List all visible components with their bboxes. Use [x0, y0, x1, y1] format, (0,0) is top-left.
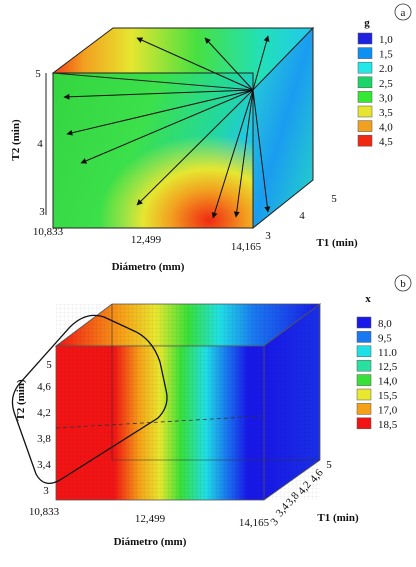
arrow — [211, 89, 254, 219]
panel-b-badge — [394, 274, 412, 292]
panel-b-y-tick: 3,4 — [37, 459, 51, 471]
legend-entries: 8,0 9,5 11.0 12,5 14,0 15,5 17,0 18,5 — [356, 316, 398, 431]
panel-a-arrows — [63, 35, 271, 219]
legend-label: 4,5 — [379, 136, 393, 148]
legend-label: 12,5 — [378, 361, 398, 373]
arrow — [252, 89, 271, 213]
legend-label: 17,0 — [378, 404, 398, 416]
panel-a-x-tick: 12,499 — [131, 234, 162, 246]
panel-b-legend: x 8,0 9,5 11.0 12,5 14,0 15,5 17,0 18,5 — [356, 293, 398, 431]
panel-b-x-tick: 14,165 — [239, 517, 270, 529]
legend-swatch — [357, 105, 373, 118]
panel-a-x-tick: 14,165 — [231, 241, 262, 253]
legend-label: 1,0 — [379, 34, 393, 46]
legend-label: 3,0 — [379, 92, 393, 104]
arrow — [252, 35, 270, 91]
arrow — [233, 89, 254, 218]
panel-b-y-tick: 4,6 — [37, 381, 51, 393]
legend-swatch — [356, 359, 372, 372]
panel-b-y-tick: 4,2 — [37, 407, 51, 419]
panel-a-y-tick: 3 — [39, 206, 45, 218]
legend-swatch — [356, 316, 372, 329]
panel-a-z-tick: 4 — [299, 210, 305, 222]
panel-a-y-tick: 5 — [35, 68, 41, 80]
arrow — [66, 89, 254, 136]
panel-b-y-label: T2 (min) — [15, 379, 27, 421]
legend-swatch — [357, 120, 373, 132]
panel-b-z-label: T1 (min) — [317, 512, 359, 524]
legend-swatch — [356, 388, 372, 401]
legend-title: x — [365, 293, 371, 305]
legend-label: 9,5 — [378, 332, 392, 344]
panel-b-front-face — [55, 345, 265, 501]
legend-swatch — [357, 91, 373, 103]
legend-label: 4,0 — [379, 122, 393, 134]
legend-swatch — [356, 345, 372, 358]
panel-b-label: b — [400, 278, 406, 290]
panel-b-y-tick: 3,8 — [37, 433, 51, 445]
legend-label: 2.0 — [379, 63, 393, 75]
panel-a-y-tick: 4 — [37, 138, 43, 150]
legend-swatch — [356, 403, 372, 415]
panel-b-x-label: Diámetro (mm) — [114, 536, 187, 548]
arrow — [63, 89, 254, 100]
legend-label: 14,0 — [378, 376, 398, 388]
legend-label: 8,0 — [378, 318, 392, 330]
legend-swatch — [356, 331, 372, 343]
panel-b-z-tick: 4,2 — [296, 479, 314, 497]
legend-entries: 1,0 1,5 2.0 2,5 3,0 3,5 4,0 4,5 — [357, 32, 393, 148]
arrow — [136, 37, 254, 91]
legend-swatch — [357, 61, 373, 74]
legend-label: 2,5 — [379, 78, 393, 90]
panel-a-legend: g 1,0 1,5 2.0 2,5 3,0 3,5 4,0 4,5 — [357, 17, 393, 148]
legend-label: 18,5 — [378, 419, 398, 431]
panel-a-edge — [52, 72, 254, 91]
panel-a-label: a — [401, 7, 406, 19]
panel-b-z-tick: 5 — [326, 459, 332, 471]
legend-title: g — [364, 17, 370, 29]
legend-swatch — [357, 134, 373, 147]
panel-b-x-tick: 10,833 — [29, 506, 60, 518]
legend-label: 3,5 — [379, 107, 393, 119]
panel-b-y-tick: 5 — [46, 359, 52, 371]
panel-b-y-tick: 3 — [43, 485, 49, 497]
legend-swatch — [356, 374, 372, 386]
panel-b: b 5 4,6 4,2 3,8 3,4 3 T2 (min) 10,833 12… — [11, 274, 412, 548]
panel-a-badge — [394, 3, 412, 21]
legend-label: 15,5 — [378, 390, 398, 402]
panel-a-y-label: T2 (min) — [10, 119, 22, 161]
panel-b-z-tick: 4,6 — [308, 467, 326, 486]
panel-a-z-tick: 3 — [265, 230, 271, 242]
panel-a-front-face-hot — [52, 72, 254, 229]
arrow — [204, 37, 254, 91]
panel-a: a 5 4 3 T2 (min) 10,833 — [10, 3, 412, 273]
arrow — [80, 89, 254, 164]
panel-b-x-tick: 12,499 — [135, 513, 166, 525]
panel-a-x-tick: 10,833 — [33, 226, 64, 238]
panel-b-highlight-outline — [11, 314, 168, 485]
legend-swatch — [356, 417, 372, 430]
arrow — [136, 89, 254, 206]
panel-a-x-label: Diámetro (mm) — [112, 261, 185, 273]
legend-swatch — [357, 32, 373, 45]
legend-swatch — [357, 47, 373, 59]
panel-a-z-tick: 5 — [331, 193, 337, 205]
legend-label: 1,5 — [379, 49, 393, 61]
panel-a-z-label: T1 (min) — [316, 237, 358, 249]
legend-label: 11.0 — [378, 347, 397, 359]
legend-swatch — [357, 76, 373, 89]
